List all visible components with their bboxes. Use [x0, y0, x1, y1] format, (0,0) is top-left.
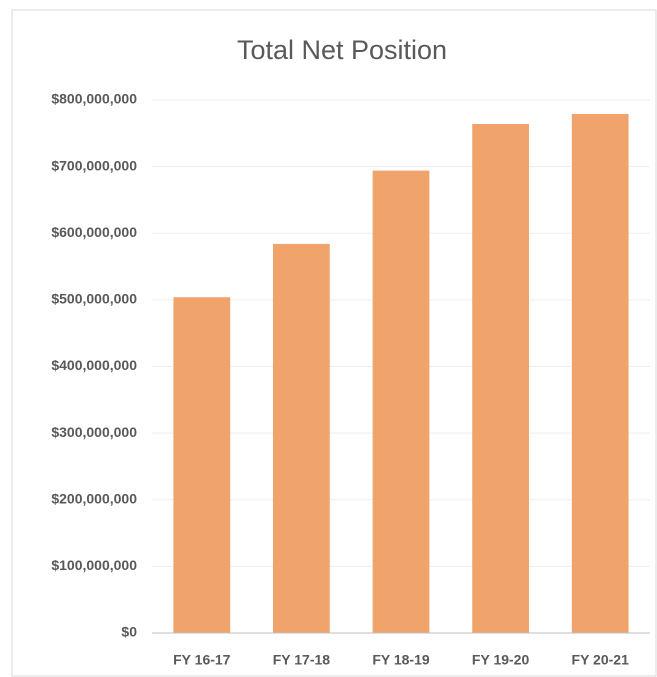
bar [173, 297, 231, 633]
bar [273, 243, 330, 633]
y-tick-label: $500,000,000 [51, 291, 137, 307]
x-tick-label: FY 16-17 [173, 652, 231, 668]
y-tick-label: $600,000,000 [51, 224, 137, 240]
y-tick-label: $200,000,000 [51, 490, 137, 506]
x-tick-label: FY 20-21 [572, 652, 630, 668]
y-tick-label: $800,000,000 [51, 91, 137, 107]
x-tick-label: FY 17-18 [273, 652, 331, 668]
x-tick-label: FY 19-20 [472, 652, 530, 668]
y-tick-label: $700,000,000 [51, 157, 137, 173]
bar [472, 123, 529, 634]
chart-title: Total Net Position [237, 35, 447, 65]
y-tick-label: $0 [121, 624, 137, 640]
y-tick-label: $400,000,000 [51, 357, 137, 373]
y-tick-label: $100,000,000 [51, 557, 137, 573]
chart-border [11, 9, 657, 677]
bar [571, 113, 629, 633]
x-tick-label: FY 18-19 [372, 652, 430, 668]
bar [372, 170, 430, 633]
y-tick-label: $300,000,000 [51, 424, 137, 440]
